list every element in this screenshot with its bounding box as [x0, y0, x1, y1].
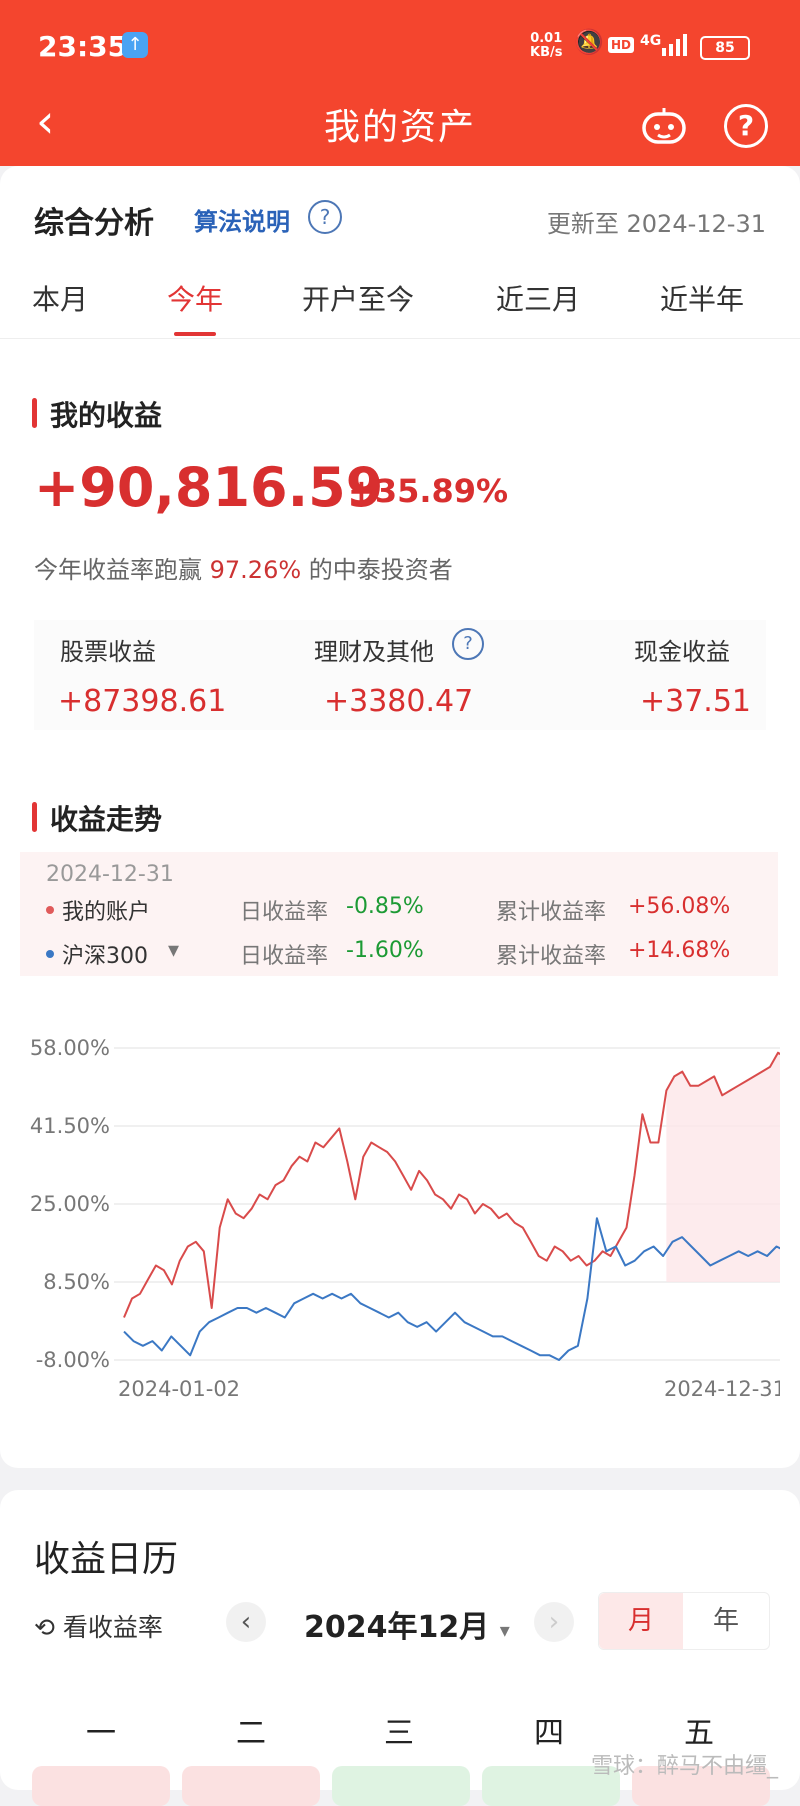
y-tick-label: -8.00% — [36, 1348, 110, 1372]
calendar-day-cell[interactable] — [32, 1766, 170, 1806]
upload-icon: ↑ — [122, 32, 148, 58]
trend-section-title: 收益走势 — [50, 803, 163, 836]
legend-date: 2024-12-31 — [46, 862, 174, 887]
tab-last-6-months[interactable]: 近半年 — [660, 283, 745, 316]
weekday-label: 三 — [384, 1716, 414, 1751]
status-time: 23:35 — [38, 30, 128, 63]
bell-muted-icon: 🔕 — [574, 28, 604, 56]
account-series-line — [123, 1051, 780, 1318]
wealth-help-icon[interactable]: ? — [452, 628, 484, 660]
view-rate-toggle[interactable]: ⟲ 看收益率 — [34, 1613, 163, 1642]
index-cum-value: +14.68% — [628, 938, 731, 963]
algo-link[interactable]: 算法说明 — [194, 208, 290, 236]
beat-investors-text: 今年收益率跑赢 97.26% 的中泰投资者 — [34, 556, 453, 584]
hd-badge: HD — [608, 37, 635, 53]
period-segmented-control: 月 年 — [598, 1592, 770, 1650]
x-start-label: 2024-01-02 — [118, 1377, 240, 1398]
weekday-label: 五 — [684, 1716, 714, 1751]
network-label: 4G — [640, 33, 662, 49]
account-cum-label: 累计收益率 — [496, 900, 607, 925]
segment-year[interactable]: 年 — [712, 1606, 739, 1636]
cash-profit-label: 现金收益 — [634, 638, 730, 666]
stock-profit-label: 股票收益 — [60, 638, 156, 666]
tab-this-month[interactable]: 本月 — [32, 283, 89, 316]
account-dot — [46, 906, 54, 914]
profit-amount: +90,816.59 — [34, 456, 384, 519]
calendar-month[interactable]: 2024年12月 ▾ — [304, 1610, 510, 1645]
section-marker — [32, 398, 37, 428]
help-icon[interactable]: ? — [724, 104, 768, 148]
account-cum-value: +56.08% — [628, 894, 731, 919]
calendar-title: 收益日历 — [34, 1539, 179, 1580]
segment-month[interactable]: 月 — [599, 1593, 683, 1649]
calendar-card: 收益日历 ⟲ 看收益率 ‹ 2024年12月 ▾ › 月 年 一 二 三 四 五 — [0, 1490, 800, 1806]
algo-help-icon[interactable]: ? — [308, 200, 342, 234]
account-series-name: 我的账户 — [62, 900, 151, 925]
tab-since-open[interactable]: 开户至今 — [302, 283, 415, 316]
y-tick-label: 41.50% — [30, 1114, 110, 1138]
signal-icon — [662, 34, 687, 56]
index-daily-label: 日收益率 — [240, 944, 329, 969]
refresh-icon: ⟲ — [34, 1613, 63, 1642]
section-marker — [32, 802, 37, 832]
stock-profit-value: +87398.61 — [58, 684, 227, 719]
index-daily-value: -1.60% — [346, 938, 424, 963]
index-cum-label: 累计收益率 — [496, 944, 607, 969]
status-bar: 23:35 ↑ 0.01 KB/s 🔕 HD 4G 85 — [0, 0, 800, 96]
wealth-profit-value: +3380.47 — [324, 684, 474, 719]
index-dot — [46, 950, 54, 958]
index-dropdown-icon[interactable]: ▾ — [168, 938, 180, 963]
next-month-button[interactable]: › — [534, 1602, 574, 1642]
trend-legend: 2024-12-31 我的账户 日收益率 -0.85% 累计收益率 +56.08… — [20, 852, 778, 976]
trend-chart[interactable]: 58.00% 41.50% 25.00% 8.50% -8.00% 2024-01-02 2… — [20, 1018, 780, 1398]
weekday-label: 二 — [236, 1716, 266, 1751]
tab-this-year[interactable]: 今年 — [167, 283, 224, 316]
analysis-title: 综合分析 — [34, 206, 154, 241]
y-tick-label: 8.50% — [43, 1270, 110, 1294]
profit-section-title: 我的收益 — [50, 399, 163, 432]
account-daily-label: 日收益率 — [240, 900, 329, 925]
assistant-robot-icon[interactable] — [640, 106, 688, 146]
prev-month-button[interactable]: ‹ — [226, 1602, 266, 1642]
tab-last-3-months[interactable]: 近三月 — [496, 283, 581, 316]
page-title: 我的资产 — [323, 107, 476, 148]
x-end-label: 2024-12-31 — [664, 1377, 780, 1398]
active-tab-indicator — [174, 332, 216, 336]
watermark: 雪球：醉马不由缰_ — [590, 1754, 778, 1779]
calendar-day-cell[interactable] — [332, 1766, 470, 1806]
y-tick-label: 58.00% — [30, 1036, 110, 1060]
account-area — [666, 1052, 780, 1282]
account-daily-value: -0.85% — [346, 894, 424, 919]
y-tick-label: 25.00% — [30, 1192, 110, 1216]
profit-rate: +35.89% — [348, 472, 509, 510]
wealth-profit-label: 理财及其他 — [314, 638, 434, 666]
index-series-name[interactable]: 沪深300 — [62, 944, 148, 969]
month-dropdown-icon: ▾ — [499, 1618, 510, 1642]
index-series-line — [123, 1217, 780, 1361]
net-speed: 0.01 KB/s — [530, 31, 563, 60]
cash-profit-value: +37.51 — [640, 684, 752, 719]
app-header: 23:35 ↑ 0.01 KB/s 🔕 HD 4G 85 ‹ 我的资产 ? — [0, 0, 800, 166]
calendar-day-cell[interactable] — [182, 1766, 320, 1806]
profit-breakdown: 股票收益 +87398.61 理财及其他 ? +3380.47 现金收益 +37… — [34, 620, 766, 730]
analysis-card: 综合分析 算法说明 ? 更新至 2024-12-31 本月 今年 开户至今 近三… — [0, 166, 800, 1468]
weekday-label: 一 — [86, 1716, 116, 1751]
weekday-label: 四 — [534, 1716, 564, 1751]
battery-icon: 85 — [700, 36, 750, 60]
period-tabs: 本月 今年 开户至今 近三月 近半年 — [0, 278, 800, 339]
back-icon[interactable]: ‹ — [36, 94, 55, 148]
updated-date: 更新至 2024-12-31 — [546, 210, 766, 238]
